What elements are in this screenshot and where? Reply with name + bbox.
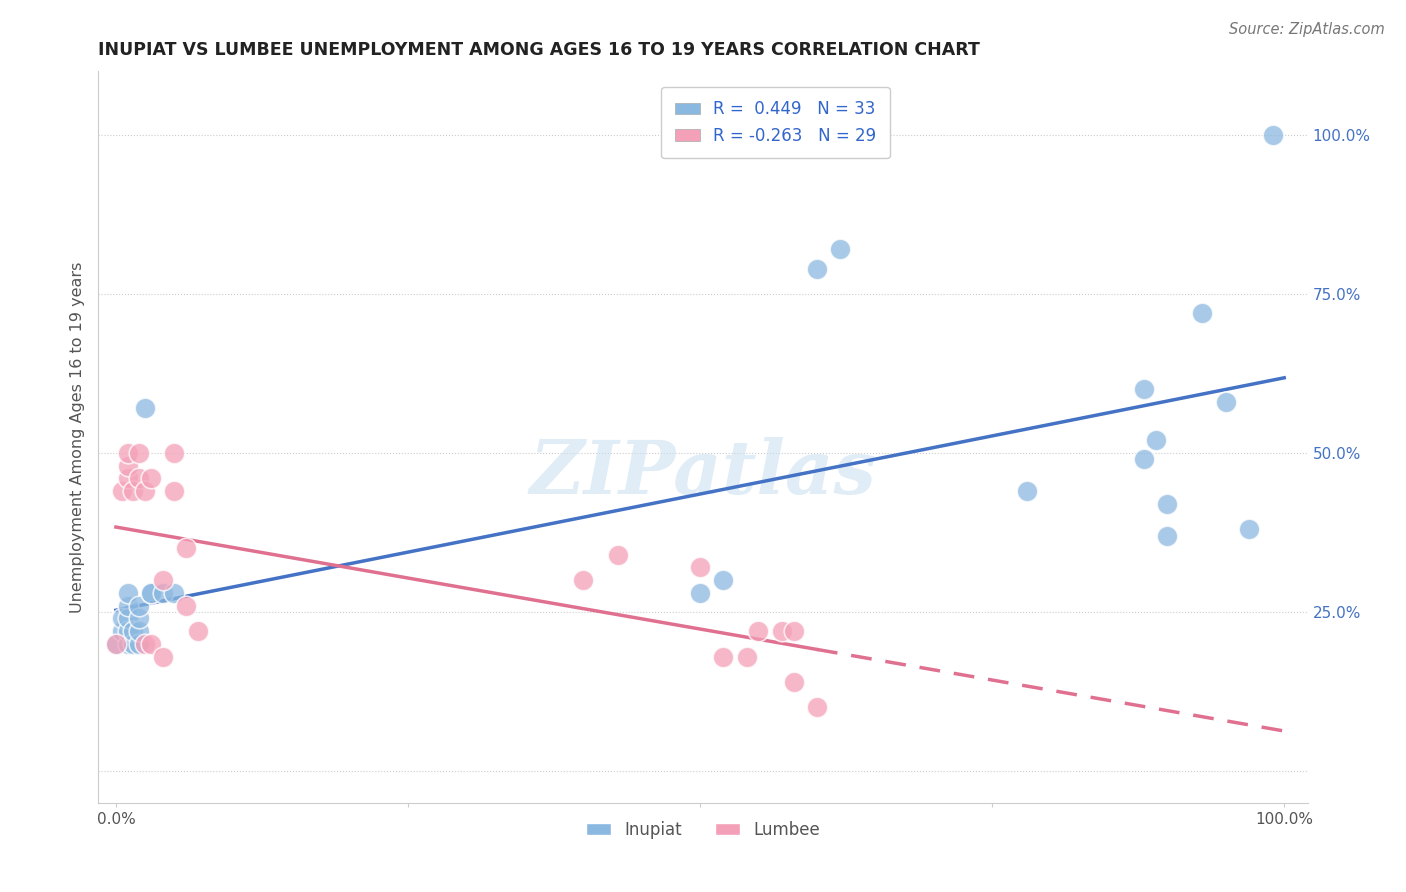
Point [128,624,150,638]
Point [1261,128,1284,142]
Point [134,401,156,416]
Point [782,675,804,690]
Point [117,471,139,485]
Point [1156,529,1178,543]
Point [163,484,186,499]
Point [163,446,186,460]
Y-axis label: Unemployment Among Ages 16 to 19 years: Unemployment Among Ages 16 to 19 years [69,261,84,613]
Point [111,624,134,638]
Point [163,586,186,600]
Point [139,471,162,485]
Text: INUPIAT VS LUMBEE UNEMPLOYMENT AMONG AGES 16 TO 19 YEARS CORRELATION CHART: INUPIAT VS LUMBEE UNEMPLOYMENT AMONG AGE… [98,41,980,59]
Point [117,586,139,600]
Point [128,446,150,460]
Point [689,586,711,600]
Point [1017,484,1039,499]
Point [111,484,134,499]
Point [104,637,127,651]
Point [139,586,162,600]
Point [128,471,150,485]
Point [1215,395,1237,409]
Point [122,484,145,499]
Point [806,700,828,714]
Point [117,611,139,625]
Point [713,649,735,664]
Point [128,637,150,651]
Legend: Inupiat, Lumbee: Inupiat, Lumbee [579,814,827,846]
Point [1156,497,1178,511]
Point [1133,452,1156,467]
Point [117,446,139,460]
Point [689,560,711,574]
Point [830,243,852,257]
Point [122,624,145,638]
Point [607,548,630,562]
Point [117,637,139,651]
Point [782,624,804,638]
Point [187,624,209,638]
Point [1237,522,1260,536]
Point [1144,434,1167,448]
Point [139,586,162,600]
Point [806,261,828,276]
Point [104,637,127,651]
Point [747,624,769,638]
Point [735,649,758,664]
Point [1133,383,1156,397]
Text: ZIPatlas: ZIPatlas [530,437,876,510]
Point [117,599,139,613]
Point [572,573,595,587]
Point [111,611,134,625]
Text: Source: ZipAtlas.com: Source: ZipAtlas.com [1229,22,1385,37]
Point [122,637,145,651]
Point [128,599,150,613]
Point [128,611,150,625]
Point [152,586,174,600]
Point [152,573,174,587]
Point [174,599,197,613]
Point [117,458,139,473]
Point [713,573,735,587]
Point [174,541,197,556]
Point [152,649,174,664]
Point [139,637,162,651]
Point [134,484,156,499]
Point [134,637,156,651]
Point [117,624,139,638]
Point [1191,306,1213,320]
Point [770,624,793,638]
